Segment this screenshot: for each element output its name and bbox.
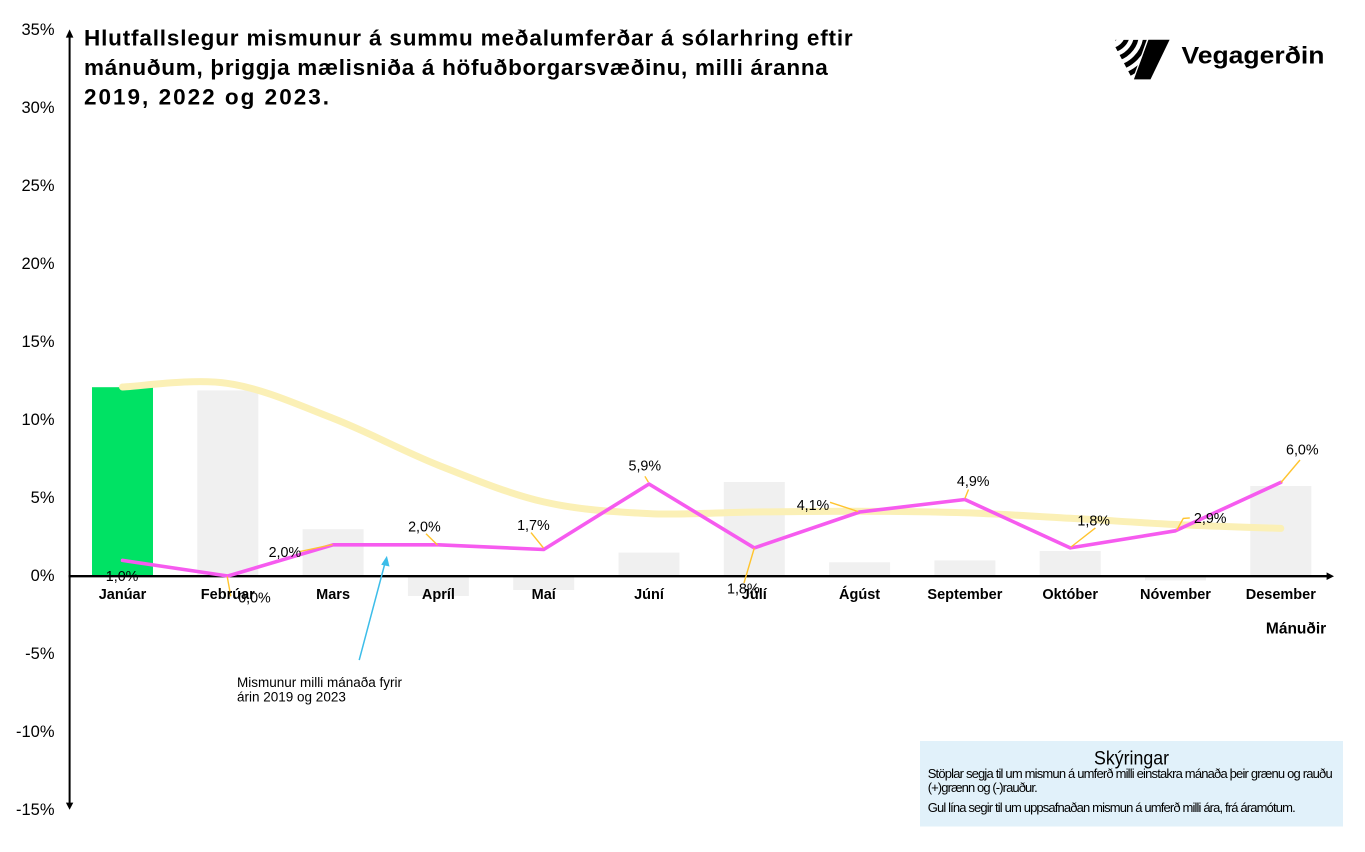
svg-text:5%: 5% — [31, 489, 55, 507]
svg-text:2,0%: 2,0% — [408, 519, 441, 535]
svg-text:Apríl: Apríl — [422, 587, 455, 603]
svg-text:-10%: -10% — [16, 723, 55, 741]
svg-text:1,8%: 1,8% — [1077, 514, 1110, 530]
svg-text:Júní: Júní — [634, 587, 665, 603]
svg-text:4,1%: 4,1% — [797, 498, 830, 514]
svg-text:Mars: Mars — [316, 587, 350, 603]
svg-text:Mánuðir: Mánuðir — [1266, 620, 1326, 637]
svg-text:September: September — [927, 587, 1002, 603]
svg-text:mánuðum, þriggja mælisniða á h: mánuðum, þriggja mælisniða á höfuðborgar… — [84, 55, 828, 80]
svg-text:1,8%: 1,8% — [727, 581, 760, 597]
svg-text:0%: 0% — [31, 567, 55, 585]
svg-text:Hlutfallslegur mismunur á summ: Hlutfallslegur mismunur á summu meðalumf… — [84, 25, 853, 50]
svg-text:Febrúar: Febrúar — [201, 587, 255, 603]
svg-text:Skýringar: Skýringar — [1094, 749, 1170, 770]
svg-text:25%: 25% — [21, 177, 54, 195]
svg-text:Vegagerðin: Vegagerðin — [1182, 42, 1325, 69]
svg-text:20%: 20% — [21, 255, 54, 273]
svg-text:Gul lína segir til um uppsafna: Gul lína segir til um uppsafnaðan mismun… — [928, 800, 1296, 815]
svg-text:1,0%: 1,0% — [106, 569, 139, 585]
svg-text:15%: 15% — [21, 333, 54, 351]
svg-text:Janúar: Janúar — [99, 587, 147, 603]
svg-text:Október: Október — [1042, 587, 1098, 603]
svg-text:5,9%: 5,9% — [629, 458, 662, 474]
svg-text:Stöplar segja til um mismun á: Stöplar segja til um mismun á umferð mil… — [928, 766, 1333, 781]
svg-text:-15%: -15% — [16, 801, 55, 819]
svg-text:2,0%: 2,0% — [269, 545, 302, 561]
svg-text:4,9%: 4,9% — [957, 474, 990, 490]
svg-text:Desember: Desember — [1246, 587, 1316, 603]
svg-text:30%: 30% — [21, 99, 54, 117]
svg-text:Mismunur milli mánaða fyrir: Mismunur milli mánaða fyrir — [237, 675, 403, 690]
svg-text:(+)grænn og (-)rauður.: (+)grænn og (-)rauður. — [928, 780, 1038, 795]
svg-text:35%: 35% — [21, 21, 54, 39]
svg-text:1,7%: 1,7% — [517, 518, 550, 534]
svg-text:Maí: Maí — [532, 587, 557, 603]
svg-text:6,0%: 6,0% — [1286, 442, 1319, 458]
svg-text:10%: 10% — [21, 411, 54, 429]
svg-text:-5%: -5% — [25, 645, 55, 663]
svg-text:Ágúst: Ágúst — [839, 586, 880, 603]
svg-text:Júlí: Júlí — [742, 587, 768, 603]
svg-text:2,9%: 2,9% — [1194, 511, 1227, 527]
svg-text:0,0%: 0,0% — [238, 590, 271, 606]
svg-text:Nóvember: Nóvember — [1140, 587, 1211, 603]
svg-text:árin 2019 og 2023: árin 2019 og 2023 — [237, 690, 346, 705]
svg-text:2019, 2022 og 2023.: 2019, 2022 og 2023. — [84, 85, 329, 110]
